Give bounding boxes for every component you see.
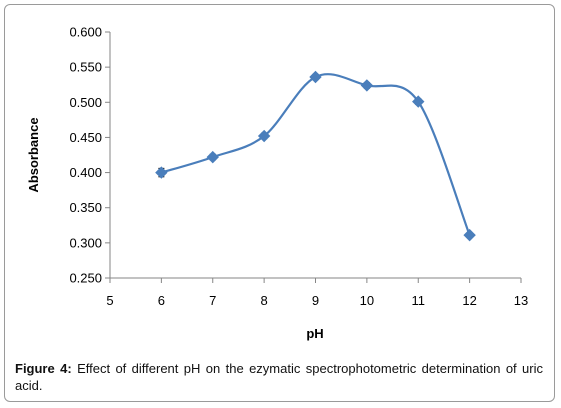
figure-caption: Figure 4: Effect of different pH on the … [15, 360, 543, 394]
y-tick-label: 0.250 [69, 271, 102, 286]
data-point-ph-10 [360, 79, 374, 92]
x-tick-label: 11 [412, 293, 426, 308]
x-tick-label: 5 [106, 293, 113, 308]
y-tick-label: 0.500 [69, 95, 102, 110]
x-tick-label: 13 [514, 293, 528, 308]
y-tick-label: 0.550 [69, 60, 102, 75]
series-curve [161, 73, 471, 236]
x-tick-label: 9 [312, 293, 319, 308]
data-point-ph-8 [257, 129, 271, 143]
data-point-ph-11 [412, 95, 425, 108]
y-tick-label: 0.300 [69, 235, 102, 250]
y-tick-label: 0.350 [69, 200, 102, 215]
y-axis-title: Absorbance [26, 117, 41, 192]
figure-frame [4, 4, 555, 402]
x-tick-label: 7 [209, 293, 216, 308]
figure-caption-label: Figure 4: [15, 361, 72, 376]
data-point-ph-7 [206, 150, 219, 164]
y-tick-label: 0.400 [69, 165, 102, 180]
data-point-ph-12 [463, 228, 476, 242]
absorbance-vs-ph-chart: 0.250 0.300 0.350 0.400 0.450 0.500 0.550 0.600… [26, 25, 528, 342]
data-point-ph-9 [309, 70, 322, 84]
figure-caption-text: Effect of different pH on the ezymatic s… [15, 361, 543, 393]
x-tick-label: 6 [158, 293, 165, 308]
axes: 0.250 0.300 0.350 0.400 0.450 0.500 0.550 0.600… [69, 25, 528, 309]
data-markers [155, 70, 476, 242]
x-tick-label: 8 [261, 293, 268, 308]
x-tick-label: 10 [360, 293, 374, 308]
x-axis-title: pH [306, 326, 323, 341]
x-tick-label: 12 [462, 293, 476, 308]
y-tick-label: 0.600 [69, 25, 102, 40]
data-point-ph-6 [155, 166, 168, 179]
y-tick-label: 0.450 [69, 130, 102, 145]
series-line [161, 73, 471, 236]
